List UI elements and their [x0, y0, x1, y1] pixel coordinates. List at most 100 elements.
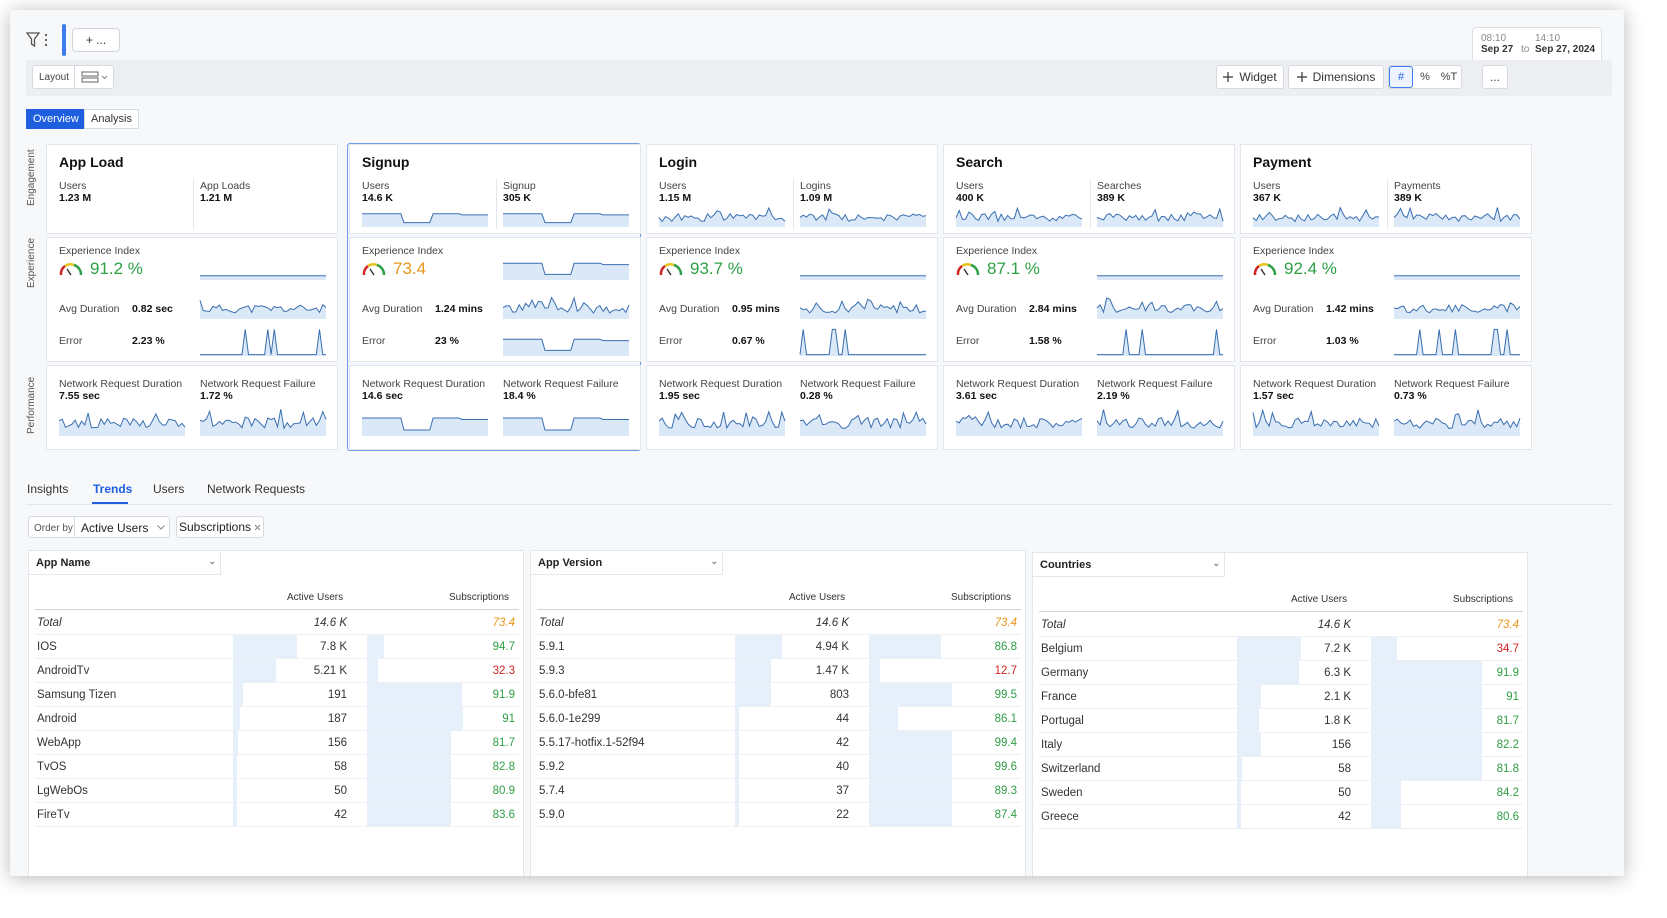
performance-card-payment[interactable]: Network Request Duration 1.57 sec Network …: [1240, 365, 1532, 450]
metric-value: 2.84 mins: [1029, 303, 1077, 315]
table-row[interactable]: LgWebOs 50 80.9: [35, 779, 519, 803]
table-row[interactable]: Switzerland 58 81.8: [1039, 757, 1523, 781]
divider: [793, 179, 794, 229]
mode-percent-total-button[interactable]: %T: [1440, 71, 1458, 83]
sparkline: [1252, 206, 1380, 227]
engagement-card-app-load[interactable]: App Load Users 1.23 M App Loads 1.21 M: [46, 144, 338, 234]
table-row[interactable]: 5.9.2 40 99.6: [537, 755, 1021, 779]
column-header-subscriptions[interactable]: Subscriptions: [1453, 594, 1514, 605]
subscriptions-value: 94.7: [492, 641, 515, 653]
total-row[interactable]: Total 14.6 K 73.4: [35, 611, 519, 635]
add-dimensions-button[interactable]: Dimensions: [1288, 65, 1384, 89]
add-filter-button[interactable]: + ...: [72, 28, 120, 52]
subscriptions-value: 82.2: [1496, 739, 1519, 751]
tab-analysis[interactable]: Analysis: [84, 109, 139, 129]
experience-card-search[interactable]: Experience Index 87.1 % Avg Duration 2.84 m…: [943, 237, 1235, 362]
engagement-card-login[interactable]: Login Users 1.15 M Logins 1.09 M: [646, 144, 938, 234]
table-row[interactable]: IOS 7.8 K 94.7: [35, 635, 519, 659]
subscriptions-chip[interactable]: Subscriptions: [176, 516, 264, 538]
performance-card-app-load[interactable]: Network Request Duration 7.55 sec Network …: [46, 365, 338, 450]
table-row[interactable]: Italy 156 82.2: [1039, 733, 1523, 757]
table-row[interactable]: 5.7.4 37 89.3: [537, 779, 1021, 803]
subscriptions-bar: [1371, 781, 1401, 804]
table-row[interactable]: FireTv 42 83.6: [35, 803, 519, 827]
dimension-select[interactable]: App Name ⌄: [29, 551, 221, 575]
engagement-card-search[interactable]: Search Users 400 K Searches 389 K: [943, 144, 1235, 234]
dimension-select[interactable]: Countries ⌄: [1033, 553, 1225, 577]
performance-card-signup[interactable]: Network Request Duration 14.6 sec Network …: [349, 365, 641, 450]
layout-rows-icon: [81, 71, 109, 83]
experience-card-app-load[interactable]: Experience Index 91.2 % Avg Duration 0.82 s…: [46, 237, 338, 362]
mode-percent-button[interactable]: %: [1420, 71, 1430, 83]
metric-value: 3.61 sec: [956, 390, 997, 402]
column-header-subscriptions[interactable]: Subscriptions: [449, 592, 510, 603]
sparkline: [1097, 329, 1223, 356]
metric-label: Users: [956, 180, 984, 192]
subscriptions-value: 84.2: [1496, 787, 1519, 799]
mode-count-button[interactable]: #: [1389, 66, 1413, 88]
active-users-bar: [1237, 733, 1261, 756]
row-name: IOS: [37, 641, 57, 653]
column-header-active-users[interactable]: Active Users: [1291, 594, 1348, 605]
table-row[interactable]: Portugal 1.8 K 81.7: [1039, 709, 1523, 733]
card-title: App Load: [59, 154, 124, 170]
table-row[interactable]: Sweden 50 84.2: [1039, 781, 1523, 805]
table-row[interactable]: WebApp 156 81.7: [35, 731, 519, 755]
experience-index-value: 87.1 %: [987, 259, 1040, 278]
total-row[interactable]: Total 14.6 K 73.4: [1039, 613, 1523, 637]
metric-label: App Loads: [200, 180, 251, 192]
active-users-bar: [1237, 661, 1300, 684]
engagement-card-signup[interactable]: Signup Users 14.6 K Signup 305 K: [349, 144, 641, 234]
subscriptions-bar: [1371, 757, 1482, 780]
table-row[interactable]: 5.9.0 22 87.4: [537, 803, 1021, 827]
close-icon[interactable]: [254, 524, 261, 531]
table-row[interactable]: Samsung Tizen 191 91.9: [35, 683, 519, 707]
total-row[interactable]: Total 14.6 K 73.4: [537, 611, 1021, 635]
order-by-label: Order by: [34, 523, 73, 534]
table-row[interactable]: Germany 6.3 K 91.9: [1039, 661, 1523, 685]
sparkline: [658, 206, 786, 227]
column-header-subscriptions[interactable]: Subscriptions: [951, 592, 1012, 603]
metric-value: 2.19 %: [1097, 390, 1130, 402]
performance-card-search[interactable]: Network Request Duration 3.61 sec Network …: [943, 365, 1235, 450]
column-header-active-users[interactable]: Active Users: [789, 592, 846, 603]
engagement-card-payment[interactable]: Payment Users 367 K Payments 389 K: [1240, 144, 1532, 234]
dimension-select[interactable]: App Version ⌄: [531, 551, 723, 575]
column-header-active-users[interactable]: Active Users: [287, 592, 344, 603]
table-row[interactable]: Belgium 7.2 K 34.7: [1039, 637, 1523, 661]
table-row[interactable]: 5.9.1 4.94 K 86.8: [537, 635, 1021, 659]
tab-users[interactable]: Users: [153, 482, 185, 496]
table-row[interactable]: France 2.1 K 91: [1039, 685, 1523, 709]
plus-icon: [1296, 72, 1307, 82]
table-row[interactable]: TvOS 58 82.8: [35, 755, 519, 779]
tab-insights[interactable]: Insights: [27, 482, 69, 496]
more-options-button[interactable]: ...: [1482, 65, 1508, 89]
table-row[interactable]: 5.5.17-hotfix.1-52f94 42 99.4: [537, 731, 1021, 755]
chevron-down-icon: ⌄: [710, 556, 718, 566]
sparkline: [362, 213, 488, 227]
app-frame: + ... 08:10 Sep 27 to 14:10 Sep 27, 2024…: [10, 10, 1624, 876]
order-by-value: Active Users: [81, 521, 149, 535]
tab-network-requests[interactable]: Network Requests: [207, 482, 306, 496]
tab-overview[interactable]: Overview: [26, 109, 86, 129]
tab-trends[interactable]: Trends: [93, 482, 133, 496]
experience-card-signup[interactable]: Experience Index 73.4 Avg Duration 1.24 min…: [349, 237, 641, 362]
performance-card-login[interactable]: Network Request Duration 1.95 sec Network …: [646, 365, 938, 450]
subscriptions-bar: [367, 755, 451, 778]
table-row[interactable]: AndroidTv 5.21 K 32.3: [35, 659, 519, 683]
filter-icon[interactable]: [25, 32, 56, 52]
date-range-picker[interactable]: 08:10 Sep 27 to 14:10 Sep 27, 2024: [1472, 27, 1602, 65]
table-row[interactable]: 5.6.0-1e299 44 86.1: [537, 707, 1021, 731]
experience-card-payment[interactable]: Experience Index 92.4 % Avg Duration 1.42 m…: [1240, 237, 1532, 362]
add-widget-button[interactable]: Widget: [1216, 65, 1284, 89]
sparkline: [503, 417, 629, 436]
experience-card-login[interactable]: Experience Index 93.7 % Avg Duration 0.95 m…: [646, 237, 938, 362]
layout-selector[interactable]: Layout: [32, 65, 114, 89]
row-name: 5.9.2: [539, 761, 565, 773]
table-row[interactable]: Greece 42 80.6: [1039, 805, 1523, 829]
active-users-value: 191: [327, 689, 347, 701]
table-row[interactable]: Android 187 91: [35, 707, 519, 731]
table-row[interactable]: 5.6.0-bfe81 803 99.5: [537, 683, 1021, 707]
order-by-select[interactable]: Order by Active Users: [28, 516, 170, 538]
table-row[interactable]: 5.9.3 1.47 K 12.7: [537, 659, 1021, 683]
